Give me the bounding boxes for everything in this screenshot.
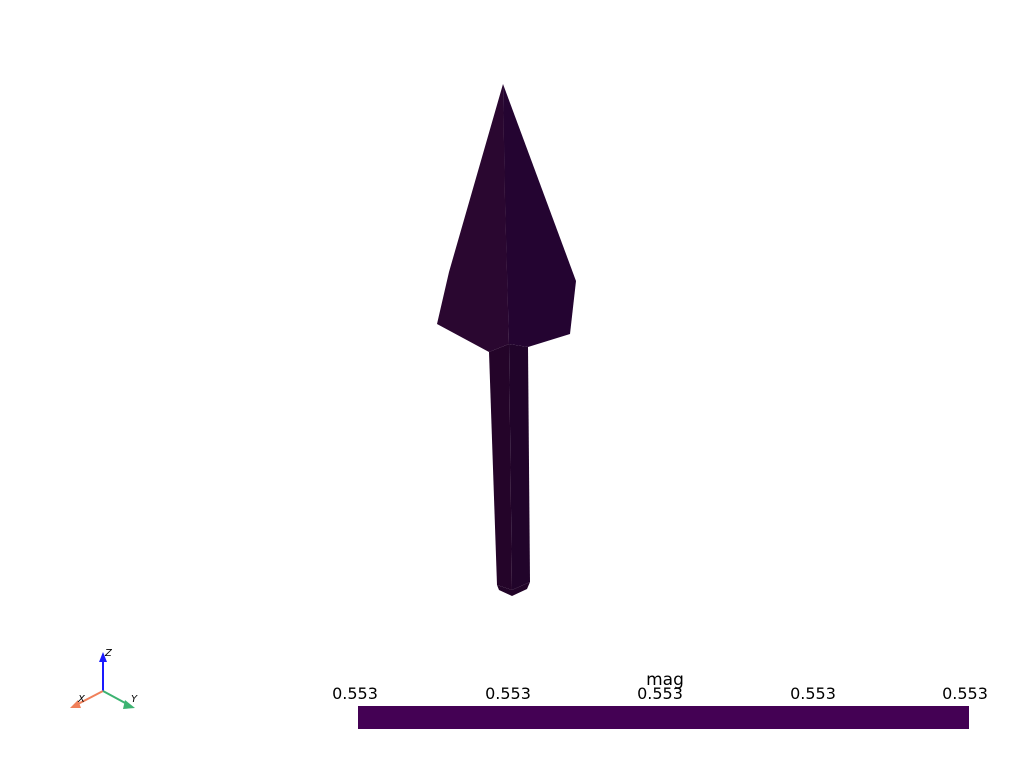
arrow-head-left-face xyxy=(437,84,509,352)
x-axis-line xyxy=(77,690,104,705)
scalar-bar-tick-label: 0.553 xyxy=(485,684,531,703)
scalar-bar-tick-label: 0.553 xyxy=(332,684,378,703)
z-axis-label: Z xyxy=(104,648,113,659)
scalar-bar-tick-label: 0.553 xyxy=(637,684,683,703)
y-axis-line xyxy=(102,690,128,705)
arrow-shaft-right-face xyxy=(509,344,530,590)
x-axis-arrowhead xyxy=(70,700,81,708)
arrow-head-center-face xyxy=(503,84,509,344)
arrow-shaft-left-face xyxy=(489,344,512,590)
scalar-bar-tick-label: 0.553 xyxy=(942,684,988,703)
scalar-bar-title: mag xyxy=(646,670,684,690)
orientation-axes: Z X Y xyxy=(70,648,138,709)
scalar-bar-colormap xyxy=(358,706,969,729)
y-axis-arrowhead xyxy=(123,700,135,709)
y-axis-label: Y xyxy=(131,694,138,705)
scalar-bar-tick-label: 0.553 xyxy=(790,684,836,703)
z-axis-arrowhead xyxy=(99,652,107,662)
x-axis-label: X xyxy=(77,694,86,705)
arrow-shaft-bottom xyxy=(497,582,530,596)
arrow-head-right-face xyxy=(503,84,576,347)
arrow-mesh xyxy=(437,84,576,596)
